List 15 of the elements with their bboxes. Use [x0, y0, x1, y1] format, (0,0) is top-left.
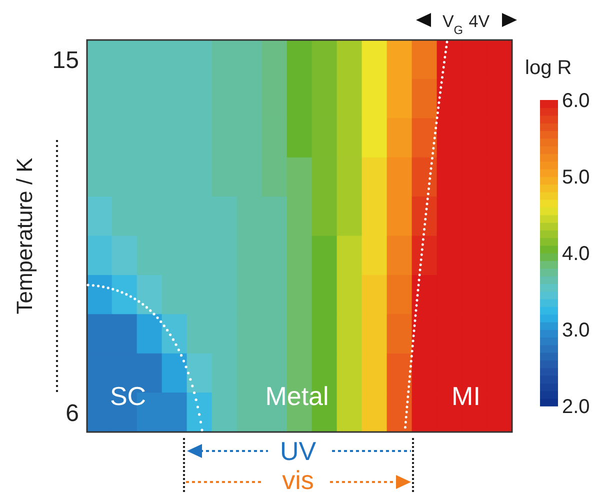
- color-bar-label: 4.0: [562, 243, 590, 265]
- text: UV: [280, 436, 317, 466]
- color-bar-label: 5.0: [562, 166, 590, 188]
- annotation: SC: [110, 381, 146, 411]
- color-bar-label: 6.0: [562, 90, 590, 112]
- color-bar-title: log R: [525, 57, 572, 79]
- annotation: Metal: [265, 381, 329, 411]
- y-tick-label: 15: [52, 47, 79, 74]
- y-tick-label: 6: [66, 400, 79, 427]
- annotation: MI: [452, 381, 480, 411]
- text: V$_{G}$ 4V: [442, 12, 490, 37]
- color-bar-label: 3.0: [562, 320, 590, 342]
- text: vis: [282, 465, 314, 495]
- y-axis-title: Temperature / K: [12, 157, 37, 314]
- color-bar-label: 2.0: [562, 396, 590, 418]
